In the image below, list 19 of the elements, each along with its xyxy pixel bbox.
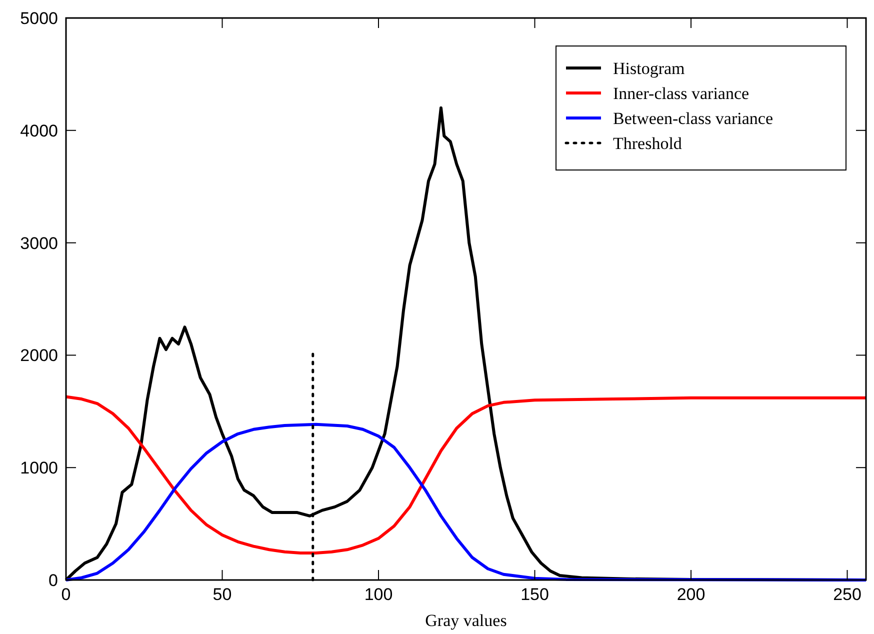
legend-label: Between-class variance: [613, 109, 773, 128]
legend-label: Threshold: [613, 134, 682, 153]
line-series: [64, 422, 868, 582]
y-tick-label: 2000: [20, 346, 58, 366]
x-tick-label: 150: [520, 585, 549, 604]
legend-label: Histogram: [613, 59, 685, 78]
x-tick-label: 100: [364, 585, 393, 604]
legend-label: Inner-class variance: [613, 84, 750, 103]
y-tick-label: 5000: [20, 9, 58, 28]
y-tick-label: 0: [48, 571, 58, 590]
line-series: [64, 395, 868, 555]
x-axis-title: Gray values: [425, 611, 507, 630]
y-tick-label: 4000: [20, 121, 58, 140]
x-tick-label: 50: [212, 585, 232, 604]
x-tick-label: 250: [833, 585, 862, 604]
y-tick-label: 1000: [20, 458, 58, 478]
x-tick-label: 0: [61, 585, 71, 604]
x-tick-label: 200: [676, 585, 706, 604]
y-tick-label: 3000: [20, 234, 58, 253]
